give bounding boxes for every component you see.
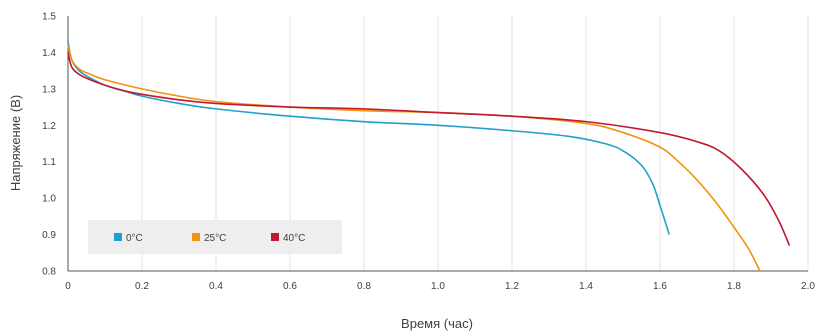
y-tick-label: 0.9 bbox=[42, 230, 56, 241]
x-tick-label: 1.6 bbox=[653, 281, 667, 292]
x-tick-label: 1.2 bbox=[505, 281, 519, 292]
legend: 0°C 25°C 40°C bbox=[88, 220, 342, 254]
x-tick-label: 1.8 bbox=[727, 281, 741, 292]
series-line-2 bbox=[67, 52, 791, 246]
legend-label-2: 40°C bbox=[283, 233, 305, 244]
x-tick-label: 0.4 bbox=[209, 281, 223, 292]
series-line-0 bbox=[67, 41, 671, 235]
x-axis-title: Время (час) bbox=[401, 316, 473, 331]
y-axis-title: Напряжение (В) bbox=[8, 95, 23, 191]
y-tick-label: 1.3 bbox=[42, 84, 56, 95]
x-tick-label: 0.8 bbox=[357, 281, 371, 292]
series-lines bbox=[67, 41, 791, 272]
tick-labels: 0 0.2 0.4 0.6 0.8 1.0 1.2 1.4 1.6 1.8 2.0 0.8 0.9 1.0… bbox=[42, 12, 815, 293]
y-tick-label: 1.2 bbox=[42, 121, 56, 132]
legend-swatch-2 bbox=[271, 233, 279, 241]
legend-box bbox=[88, 220, 342, 254]
x-tick-label: 0 bbox=[65, 281, 71, 292]
legend-swatch-1 bbox=[192, 233, 200, 241]
legend-label-0: 0°C bbox=[126, 233, 143, 244]
y-tick-label: 1.4 bbox=[42, 48, 56, 59]
y-tick-label: 1.5 bbox=[42, 12, 56, 23]
axes bbox=[67, 16, 808, 272]
x-tick-label: 1.4 bbox=[579, 281, 593, 292]
x-tick-label: 0.6 bbox=[283, 281, 297, 292]
y-tick-label: 1.1 bbox=[42, 157, 56, 168]
y-tick-label: 1.0 bbox=[42, 194, 56, 205]
gridlines bbox=[141, 16, 809, 271]
x-tick-label: 2.0 bbox=[801, 281, 815, 292]
x-tick-label: 0.2 bbox=[135, 281, 149, 292]
x-tick-label: 1.0 bbox=[431, 281, 445, 292]
y-tick-label: 0.8 bbox=[42, 267, 56, 278]
legend-label-1: 25°C bbox=[204, 233, 226, 244]
legend-swatch-0 bbox=[114, 233, 122, 241]
